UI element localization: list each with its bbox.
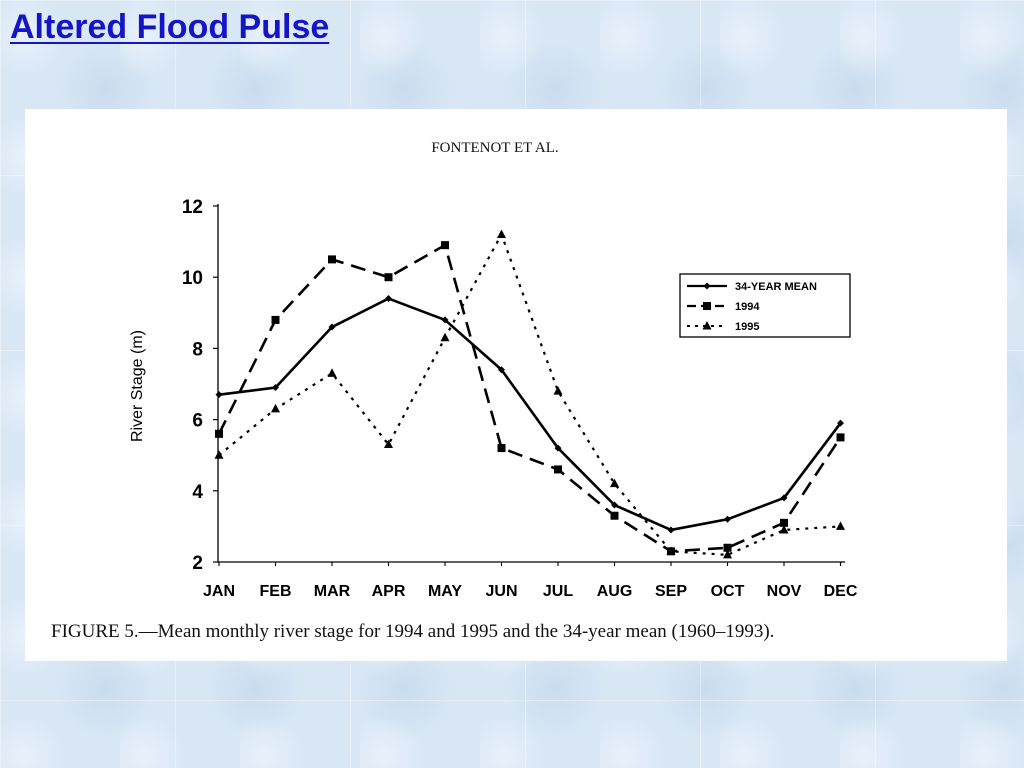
x-tick-label: APR	[372, 583, 406, 600]
y-tick-label: 8	[192, 339, 203, 360]
series-1-point	[836, 433, 845, 442]
legend-swatch-marker	[703, 282, 711, 290]
x-tick-label: MAR	[314, 583, 351, 600]
series-0-point	[837, 419, 844, 427]
y-tick-label: 10	[182, 268, 203, 289]
series-1-point	[497, 444, 506, 453]
legend-swatch-marker	[702, 321, 712, 330]
figure-caption: FIGURE 5.—Mean monthly river stage for 1…	[51, 621, 774, 642]
series-line-1	[217, 243, 842, 553]
series-2-point	[497, 229, 506, 238]
series-0-point	[554, 444, 562, 452]
series-2-point	[327, 368, 337, 377]
series-line-0	[218, 297, 842, 532]
x-tick-label: DEC	[824, 583, 858, 600]
legend-label: 1995	[735, 321, 759, 333]
series-1-point	[328, 255, 336, 264]
chart-axes: 2 4 6 8 10 12 JAN FEB MAR APR MAY JUN JUL AUG SEP OCT NO…	[182, 197, 858, 600]
series-2-point	[440, 332, 450, 342]
series-0-point	[441, 316, 449, 324]
series-2-point	[779, 524, 789, 534]
chart-series	[214, 229, 845, 559]
series-2-point	[836, 521, 845, 530]
series-2-point	[666, 546, 676, 555]
legend-swatch-marker	[703, 302, 711, 310]
legend-label: 34-YEAR MEAN	[735, 281, 817, 293]
series-line-2	[218, 233, 841, 556]
x-tick-label: SEP	[655, 583, 687, 600]
figure-header: FONTENOT ET AL.	[431, 140, 558, 156]
x-tick-label: FEB	[260, 583, 292, 600]
x-tick-label: NOV	[767, 583, 802, 600]
river-stage-chart: FONTENOT ET AL. 2 4 6 8 10 12 JAN FEB MAR APR MAY J…	[51, 140, 858, 642]
series-1-point	[723, 543, 732, 552]
y-tick-label: 6	[192, 411, 203, 432]
series-0-point	[385, 295, 392, 303]
x-tick-label: JUL	[543, 583, 573, 600]
x-tick-label: OCT	[711, 583, 745, 600]
y-axis-label: River Stage (m)	[129, 330, 146, 442]
x-tick-label: JAN	[203, 583, 235, 600]
legend-label: 1994	[735, 301, 760, 313]
series-0-point	[498, 366, 505, 374]
series-1-point	[780, 518, 788, 527]
series-1-point	[384, 273, 393, 282]
x-tick-label: AUG	[597, 583, 633, 600]
series-0-point	[611, 501, 618, 509]
series-2-point	[610, 478, 619, 488]
series-0-point	[780, 494, 788, 502]
series-0-point	[328, 323, 336, 331]
series-2-point	[553, 386, 563, 395]
caption-text: 5.—Mean monthly river stage for 1994 and…	[124, 621, 774, 642]
series-1-point	[441, 241, 449, 250]
y-tick-label: 12	[182, 197, 203, 218]
series-2-point	[271, 403, 280, 413]
series-0-point	[272, 384, 279, 392]
series-2-point	[384, 439, 393, 449]
series-1-point	[271, 315, 280, 324]
series-2-point	[214, 450, 224, 459]
figure-panel: FONTENOT ET AL. 2 4 6 8 10 12 JAN FEB MAR APR MAY J…	[25, 109, 1007, 661]
series-1-point	[610, 511, 619, 520]
series-0-point	[724, 515, 731, 523]
x-tick-label: MAY	[428, 583, 462, 600]
caption-prefix: FIGURE	[51, 621, 120, 642]
y-tick-label: 2	[192, 553, 203, 574]
series-0-point	[215, 391, 223, 399]
y-tick-label: 4	[192, 482, 203, 503]
slide-title: Altered Flood Pulse	[10, 8, 330, 46]
chart-legend: 34-YEAR MEAN 1994 1995	[679, 273, 851, 338]
series-0-point	[667, 526, 675, 534]
series-1-point	[215, 429, 223, 438]
series-2-point	[723, 549, 732, 559]
series-1-point	[554, 465, 562, 474]
x-tick-label: JUN	[485, 583, 517, 600]
